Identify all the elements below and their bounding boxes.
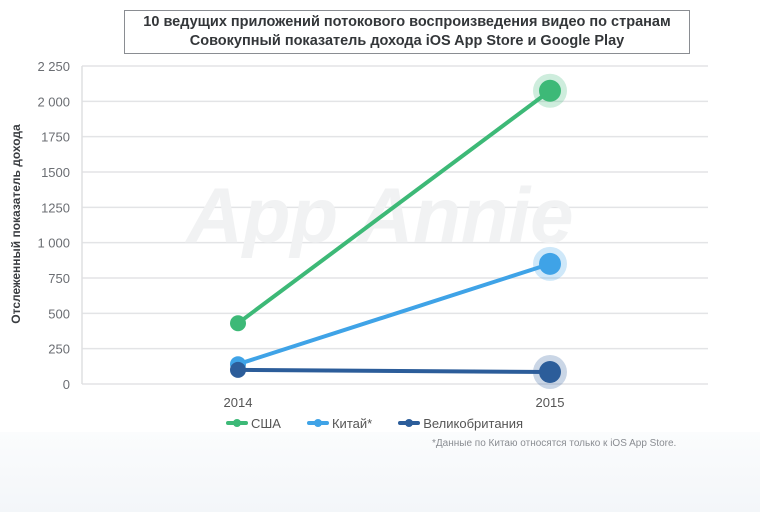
legend-marker-icon (306, 419, 329, 427)
y-tick-label: 2 250 (37, 59, 70, 74)
legend-item-uk[interactable]: Великобритания (398, 416, 523, 431)
series-line (236, 261, 552, 367)
chart-title-line-2: Совокупный показатель дохода iOS App Sto… (189, 33, 625, 49)
y-tick-label: 1 000 (37, 236, 70, 251)
plot-area: App Annie 0 250 500 750 1 000 1250 1500 1750 2 0… (37, 59, 708, 410)
series-line (236, 88, 552, 326)
legend-marker-icon (398, 419, 421, 427)
y-tick-label: 750 (48, 271, 70, 286)
x-tick-label: 2014 (224, 395, 253, 410)
x-axis-ticks: 2014 2015 (224, 395, 565, 410)
footnote: *Данные по Китаю относятся только к iOS … (432, 438, 677, 449)
legend-item-usa[interactable]: США (226, 416, 281, 431)
series-group (230, 73, 567, 389)
legend-item-china[interactable]: Китай* (306, 415, 373, 431)
gridlines (81, 65, 708, 385)
data-point[interactable] (539, 360, 561, 383)
series-line (236, 367, 552, 374)
y-tick-label: 1250 (41, 200, 70, 215)
legend-marker-icon (226, 419, 248, 427)
y-tick-label: 1750 (41, 130, 70, 145)
y-tick-label: 0 (63, 377, 70, 392)
chart-title-line-1: 10 ведущих приложений потокового воспрои… (143, 14, 671, 30)
y-tick-label: 2 000 (37, 94, 70, 109)
data-point[interactable] (230, 361, 246, 378)
x-tick-label: 2015 (536, 395, 565, 410)
legend-label: Великобритания (423, 415, 524, 431)
data-point[interactable] (539, 79, 561, 102)
y-tick-label: 500 (48, 306, 70, 321)
legend: США Китай* Великобритания (226, 413, 523, 433)
y-tick-label: 250 (48, 342, 70, 357)
chart-title: 10 ведущих приложений потокового воспрои… (124, 10, 690, 54)
legend-label: Китай* (331, 415, 373, 431)
data-point[interactable] (230, 315, 246, 332)
y-axis-ticks: 0 250 500 750 1 000 1250 1500 1750 2 000 2 250 (37, 59, 70, 392)
data-point[interactable] (539, 252, 561, 275)
bottom-band (0, 432, 760, 512)
watermark: App Annie (184, 171, 573, 259)
y-tick-label: 1500 (41, 165, 70, 180)
legend-label: США (251, 415, 281, 431)
